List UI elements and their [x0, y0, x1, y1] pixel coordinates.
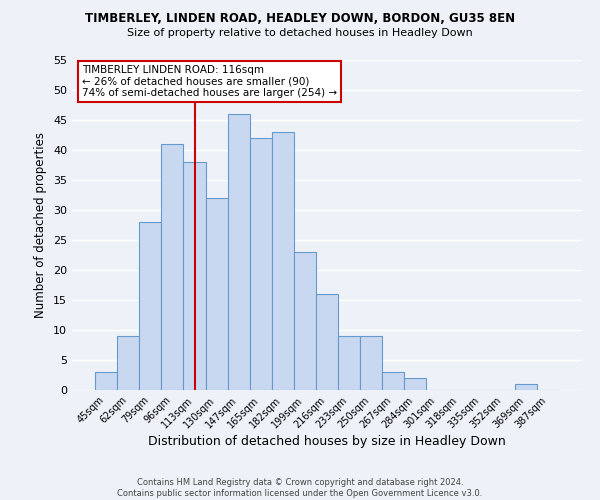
Bar [404, 378, 427, 390]
Bar [227, 114, 250, 390]
Text: Contains HM Land Registry data © Crown copyright and database right 2024.
Contai: Contains HM Land Registry data © Crown c… [118, 478, 482, 498]
Bar [117, 336, 139, 390]
Bar [161, 144, 184, 390]
Text: Size of property relative to detached houses in Headley Down: Size of property relative to detached ho… [127, 28, 473, 38]
Bar [139, 222, 161, 390]
Bar [184, 162, 206, 390]
Bar [250, 138, 272, 390]
Bar [272, 132, 294, 390]
Text: TIMBERLEY LINDEN ROAD: 116sqm
← 26% of detached houses are smaller (90)
74% of s: TIMBERLEY LINDEN ROAD: 116sqm ← 26% of d… [82, 65, 337, 98]
Bar [294, 252, 316, 390]
Bar [338, 336, 360, 390]
Y-axis label: Number of detached properties: Number of detached properties [34, 132, 47, 318]
Bar [515, 384, 537, 390]
Text: TIMBERLEY, LINDEN ROAD, HEADLEY DOWN, BORDON, GU35 8EN: TIMBERLEY, LINDEN ROAD, HEADLEY DOWN, BO… [85, 12, 515, 26]
Bar [382, 372, 404, 390]
X-axis label: Distribution of detached houses by size in Headley Down: Distribution of detached houses by size … [148, 436, 506, 448]
Bar [316, 294, 338, 390]
Bar [95, 372, 117, 390]
Bar [206, 198, 227, 390]
Bar [360, 336, 382, 390]
